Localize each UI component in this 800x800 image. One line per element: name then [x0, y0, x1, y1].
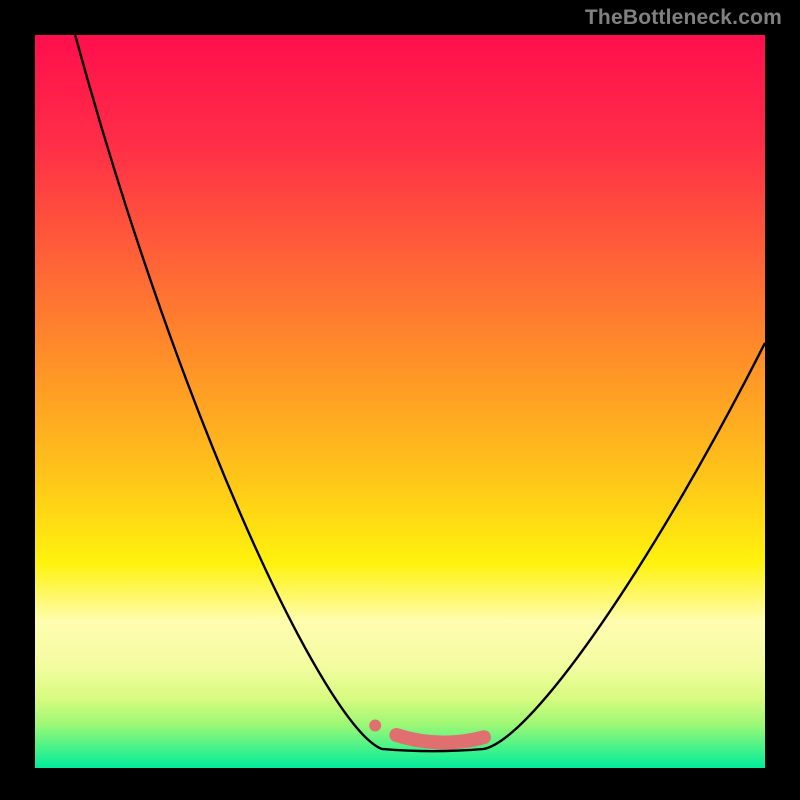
chart-background-gradient — [35, 35, 765, 768]
chart-container: TheBottleneck.com — [0, 0, 800, 800]
highlight-segment — [396, 735, 484, 743]
bottleneck-chart — [0, 0, 800, 800]
watermark-text: TheBottleneck.com — [585, 6, 782, 30]
highlight-dot — [369, 719, 381, 731]
